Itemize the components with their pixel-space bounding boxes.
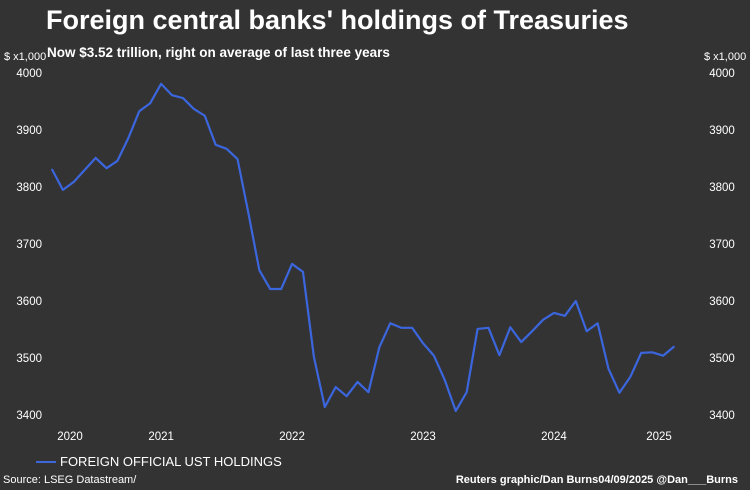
y-tick-label-left: 4000 — [16, 68, 42, 80]
y-tick-label-left: 3500 — [16, 353, 42, 365]
legend-swatch — [36, 460, 56, 463]
data-point — [367, 391, 370, 394]
data-point — [673, 345, 675, 348]
x-tick-label: 2023 — [410, 431, 436, 443]
data-point — [203, 114, 206, 117]
data-point — [324, 406, 326, 408]
data-point — [149, 102, 152, 105]
data-point — [542, 319, 544, 321]
legend: FOREIGN OFFICIAL UST HOLDINGS — [36, 454, 282, 469]
x-tick-label: 2022 — [279, 431, 305, 443]
y-tick-label-left: 3600 — [16, 296, 42, 308]
y-tick-label-left: 3900 — [16, 125, 42, 137]
data-point — [596, 322, 599, 325]
data-point — [531, 330, 533, 333]
data-point — [433, 354, 435, 357]
data-point — [400, 326, 402, 329]
data-point — [105, 167, 108, 169]
data-point — [160, 83, 162, 85]
chart-subtitle: Now $3.52 trillion, right on average of … — [47, 45, 390, 60]
y-tick-label-right: 3500 — [709, 353, 735, 365]
data-point — [83, 169, 86, 171]
data-point — [182, 97, 184, 99]
y-tick-label-right: 3900 — [709, 125, 735, 137]
legend-label: FOREIGN OFFICIAL UST HOLDINGS — [60, 454, 282, 469]
data-point — [509, 326, 512, 329]
data-point — [465, 391, 468, 394]
x-tick-label: 2020 — [57, 431, 83, 443]
data-point — [487, 326, 490, 329]
data-point — [62, 189, 64, 191]
y-tick-label-right: 3400 — [709, 410, 735, 422]
data-point — [116, 159, 119, 162]
data-point — [564, 315, 566, 317]
right-axis-unit: $ x1,000 — [704, 51, 747, 63]
y-tick-label-left: 3700 — [16, 239, 42, 251]
data-point — [291, 263, 293, 265]
data-point — [236, 158, 239, 160]
data-point — [356, 381, 359, 383]
data-point — [454, 410, 457, 412]
data-point — [280, 288, 282, 290]
data-point — [171, 94, 173, 97]
credit-note: Reuters graphic/Dan Burns04/09/2025 @Dan… — [455, 474, 738, 486]
x-tick-label: 2024 — [541, 431, 567, 443]
data-point — [334, 386, 337, 388]
data-point — [498, 354, 501, 356]
y-tick-label-right: 3600 — [709, 296, 735, 308]
data-point — [247, 212, 250, 215]
data-point — [520, 341, 523, 343]
data-point — [618, 391, 621, 394]
data-point — [607, 368, 610, 370]
data-point — [651, 351, 653, 354]
data-point — [389, 322, 392, 325]
y-tick-label-right: 3700 — [709, 239, 735, 251]
series-line-foreign-official-ust-holdings — [51, 82, 675, 413]
data-point — [574, 300, 577, 302]
y-tick-label-right: 3800 — [709, 182, 735, 194]
data-point — [94, 157, 97, 159]
data-point — [193, 108, 195, 110]
data-point — [422, 342, 424, 344]
data-point — [225, 148, 228, 150]
data-point — [51, 168, 53, 171]
data-point — [302, 271, 304, 273]
data-point — [127, 137, 130, 139]
data-point — [662, 354, 664, 357]
data-point — [378, 346, 381, 348]
data-point — [138, 110, 141, 112]
y-tick-label-left: 3400 — [16, 410, 42, 422]
source-note: Source: LSEG Datastream/ — [3, 474, 137, 486]
data-point — [585, 330, 588, 333]
x-tick-label: 2025 — [646, 431, 672, 443]
data-point — [411, 326, 413, 329]
data-point — [553, 312, 555, 314]
data-point — [476, 328, 479, 330]
data-point — [214, 144, 217, 146]
data-point — [629, 376, 632, 378]
data-point — [444, 379, 446, 382]
y-tick-label-right: 4000 — [709, 68, 735, 80]
data-point — [640, 352, 643, 354]
data-point — [269, 288, 272, 290]
data-point — [313, 356, 315, 358]
data-point — [345, 395, 348, 397]
data-point — [73, 181, 75, 183]
x-tick-label: 2021 — [148, 431, 174, 443]
left-axis-unit: $ x1,000 — [4, 51, 47, 63]
data-point — [258, 269, 261, 272]
y-tick-label-left: 3800 — [16, 182, 42, 194]
chart-title: Foreign central banks' holdings of Treas… — [46, 5, 629, 35]
